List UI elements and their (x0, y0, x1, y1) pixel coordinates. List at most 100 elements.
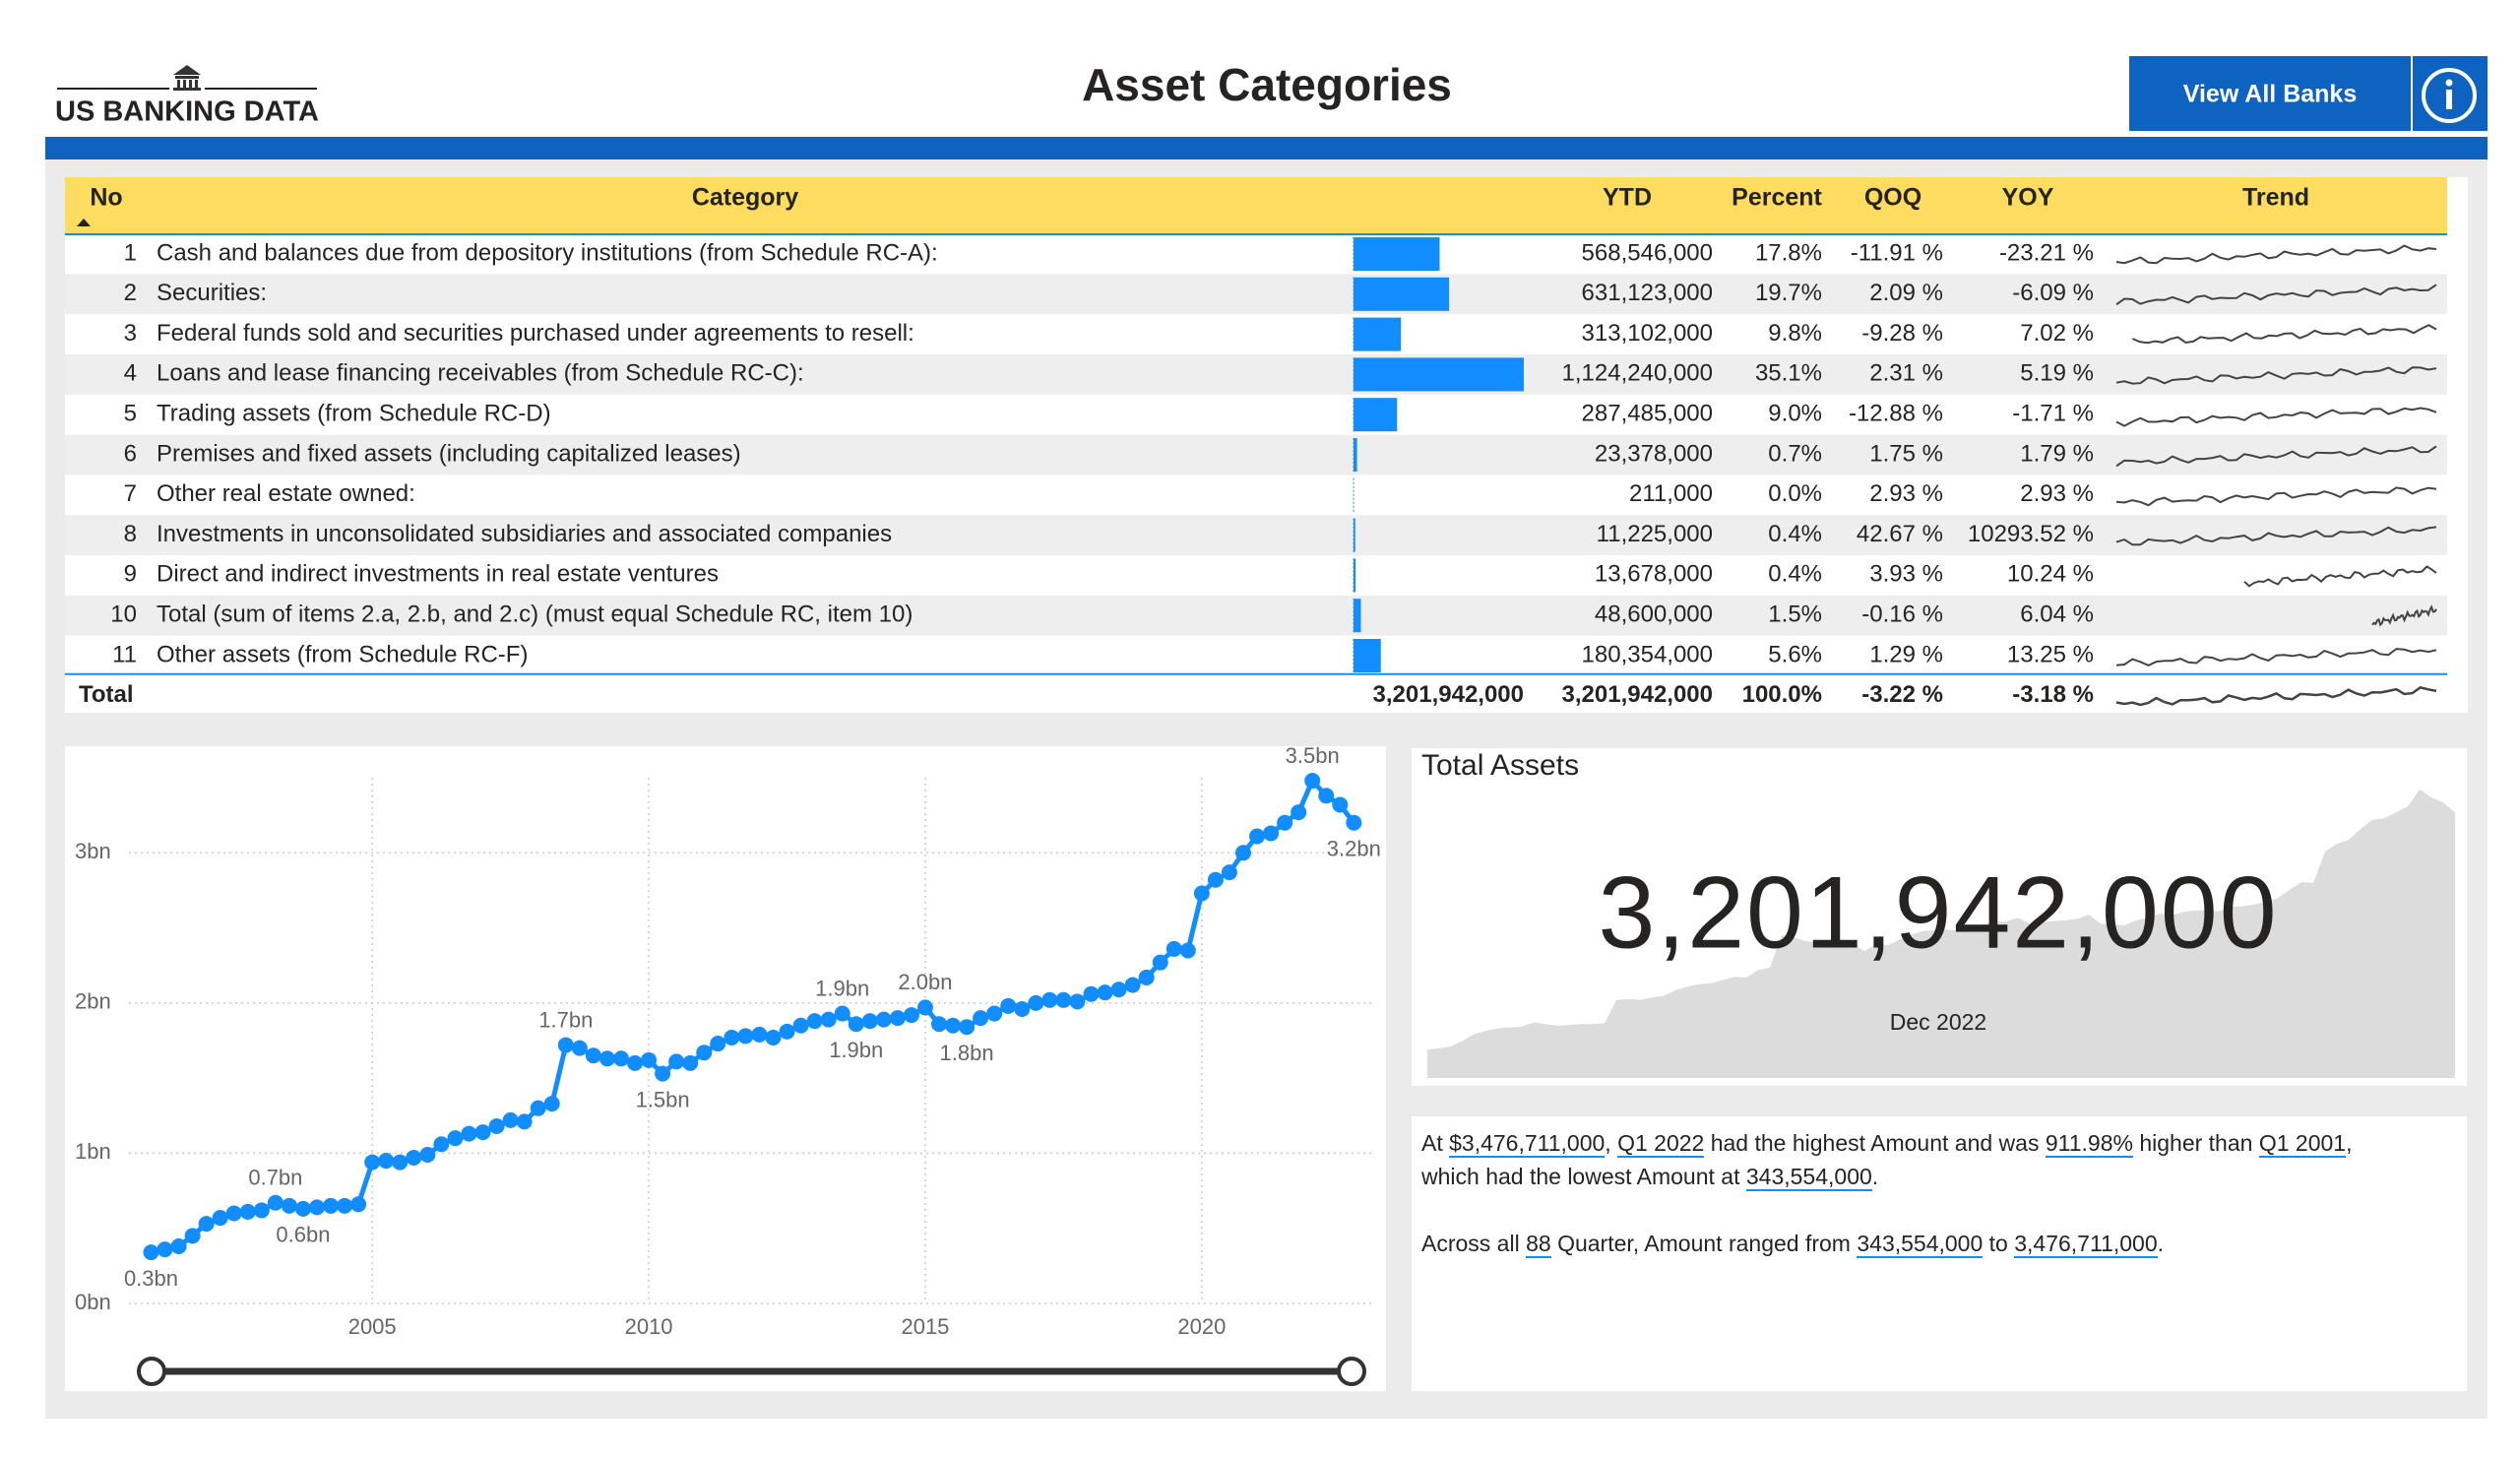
data-label: 2.0bn (898, 970, 952, 994)
sort-arrow[interactable] (77, 219, 91, 226)
category: Investments in unconsolidated subsidiari… (157, 521, 892, 547)
data-point (406, 1150, 422, 1167)
data-point (889, 1010, 906, 1027)
data-label: 3.2bn (1327, 837, 1381, 861)
qoq: 2.93 % (1869, 480, 1943, 507)
narrative-panel (1412, 1116, 2467, 1391)
linked-value[interactable]: 911.98% (2045, 1130, 2133, 1158)
ytd: 11,225,000 (1597, 521, 1713, 547)
category: Federal funds sold and securities purcha… (157, 320, 914, 347)
narrative: At $3,476,711,000, Q1 2022 had the highe… (1421, 1126, 2465, 1294)
qoq: -12.88 % (1849, 401, 1943, 427)
data-point (392, 1154, 409, 1171)
linked-value[interactable]: Q1 2022 (1617, 1130, 1705, 1158)
data-point (848, 1016, 864, 1033)
linked-value[interactable]: 343,554,000 (1857, 1231, 1984, 1258)
ytd: 13,678,000 (1595, 561, 1713, 588)
data-point (668, 1053, 685, 1070)
row-number: 5 (124, 401, 137, 427)
yoy: 1.79 % (2020, 440, 2094, 467)
data-bar (1354, 438, 1357, 472)
data-bar (1354, 317, 1402, 351)
linked-value[interactable]: 343,554,000 (1745, 1164, 1872, 1191)
qoq: 2.09 % (1869, 280, 1943, 306)
logo: US BANKING DATA (55, 65, 319, 128)
view-all-banks-button[interactable]: View All Banks (2183, 81, 2357, 108)
data-point (806, 1013, 823, 1030)
button-bg[interactable] (2129, 56, 2488, 131)
data-point (737, 1028, 754, 1045)
ytd: 23,378,000 (1595, 440, 1713, 467)
linked-value[interactable]: $3,476,711,000 (1449, 1130, 1606, 1158)
data-bar (1354, 599, 1361, 633)
data-point (1041, 991, 1058, 1008)
data-point (916, 999, 933, 1016)
y-tick-label: 1bn (75, 1139, 111, 1164)
data-point (474, 1124, 491, 1141)
data-point (1028, 994, 1044, 1011)
data-point (225, 1205, 242, 1222)
data-point (488, 1117, 505, 1134)
data-point (571, 1040, 588, 1056)
kpi-value: 3,201,942,000 (1598, 855, 2278, 970)
percent: 17.8% (1755, 239, 1822, 266)
data-label: 1.9bn (829, 1038, 883, 1062)
x-tick-label: 2005 (348, 1314, 397, 1339)
text: to (1983, 1231, 2015, 1256)
yoy: 10.24 % (2007, 561, 2094, 588)
range-slider[interactable] (137, 1357, 1366, 1386)
data-point (461, 1125, 477, 1142)
row-band (65, 434, 2447, 475)
data-point (710, 1036, 726, 1052)
data-point (641, 1051, 658, 1068)
data-point (1124, 977, 1141, 993)
category: Cash and balances due from depository in… (157, 239, 938, 266)
data-point (170, 1238, 187, 1255)
data-point (612, 1050, 629, 1067)
linked-value[interactable]: 88 (1526, 1231, 1551, 1258)
data-point (1000, 997, 1017, 1014)
data-label: 0.6bn (276, 1223, 330, 1247)
ytd: 48,600,000 (1595, 602, 1713, 628)
total-ytd: 3,201,942,000 (1562, 681, 1713, 708)
data-point (1221, 864, 1237, 881)
category: Other assets (from Schedule RC-F) (157, 641, 528, 667)
row-number: 3 (124, 320, 137, 347)
total-percent: 100.0% (1742, 681, 1822, 708)
data-point (1318, 788, 1335, 804)
data-point (1014, 1000, 1031, 1017)
ytd: 287,485,000 (1582, 401, 1713, 427)
linked-value[interactable]: Q1 2001 (2258, 1130, 2347, 1158)
qoq: -11.91 % (1851, 239, 1943, 266)
data-point (682, 1054, 699, 1071)
data-point (253, 1202, 270, 1219)
total-label: Total (79, 681, 134, 708)
x-tick-label: 2010 (625, 1314, 673, 1339)
data-point (1193, 885, 1210, 902)
data-point (931, 1016, 948, 1033)
column-header: YOY (2002, 184, 2054, 212)
table-header (65, 177, 2447, 234)
y-tick-label: 2bn (75, 989, 111, 1014)
trend-sparkline (2115, 244, 2437, 265)
percent: 5.6% (1768, 641, 1822, 667)
data-point (184, 1228, 201, 1244)
data-label: 1.8bn (940, 1041, 994, 1065)
text: higher than (2132, 1130, 2259, 1156)
text: , (1605, 1130, 1618, 1156)
y-tick-label: 3bn (75, 839, 111, 863)
data-point (337, 1197, 353, 1214)
data-point (959, 1019, 976, 1036)
data-point (820, 1011, 837, 1028)
data-label: 1.5bn (636, 1087, 690, 1111)
yoy: 5.19 % (2020, 360, 2094, 387)
yoy: 6.04 % (2020, 602, 2094, 628)
info-icon[interactable] (2422, 68, 2477, 123)
percent: 9.8% (1768, 320, 1822, 347)
column-header: QOQ (1864, 184, 1922, 212)
data-label: 3.5bn (1286, 743, 1340, 768)
trend-sparkline (2115, 648, 2437, 666)
kpi-title: Total Assets (1421, 749, 1579, 782)
linked-value[interactable]: 3,476,711,000 (2014, 1231, 2158, 1258)
